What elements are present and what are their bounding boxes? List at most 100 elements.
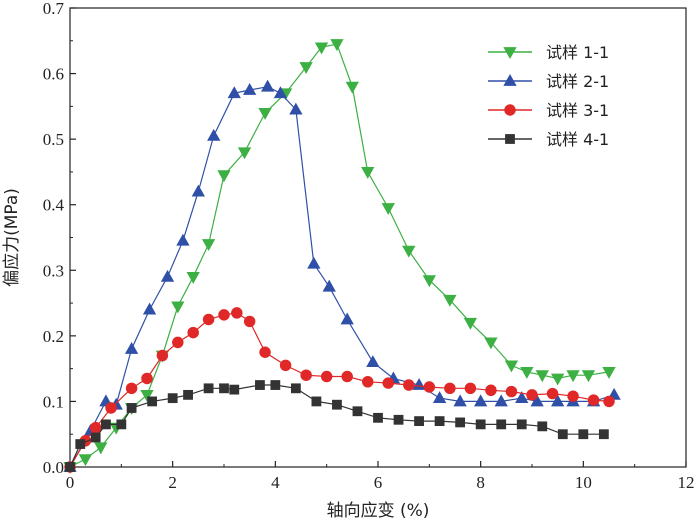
data-point bbox=[402, 245, 416, 258]
legend-item: 试样 1-1 bbox=[488, 43, 609, 62]
data-point bbox=[578, 429, 589, 440]
x-tick-label: 6 bbox=[374, 473, 383, 492]
data-point bbox=[237, 147, 252, 160]
x-tick-label: 4 bbox=[271, 473, 280, 492]
data-point bbox=[203, 383, 214, 394]
data-point bbox=[231, 307, 243, 319]
data-point bbox=[125, 382, 138, 395]
data-point bbox=[414, 416, 424, 426]
data-point bbox=[381, 203, 395, 215]
data-point bbox=[289, 102, 303, 115]
data-point bbox=[504, 360, 519, 373]
data-point bbox=[485, 384, 497, 397]
data-point bbox=[494, 394, 508, 407]
legend-item: 试样 3-1 bbox=[488, 101, 609, 120]
data-point bbox=[299, 62, 313, 75]
data-point bbox=[124, 341, 139, 354]
series-line bbox=[69, 312, 610, 468]
data-point bbox=[484, 337, 498, 350]
data-point bbox=[314, 42, 329, 55]
series-1 bbox=[63, 39, 616, 474]
data-point bbox=[361, 376, 374, 388]
data-point bbox=[602, 367, 616, 379]
data-point bbox=[403, 379, 415, 391]
data-point bbox=[227, 86, 241, 99]
x-tick-label: 8 bbox=[476, 473, 485, 492]
data-point bbox=[176, 233, 190, 246]
data-point bbox=[142, 302, 157, 315]
data-point bbox=[464, 382, 477, 395]
legend: 试样 1-1 试样 2-1 试样 3-1 试样 4-1 bbox=[488, 43, 609, 149]
y-tick-label: 0.0 bbox=[43, 458, 64, 477]
data-point bbox=[322, 279, 336, 292]
data-point bbox=[520, 367, 534, 379]
y-tick-label: 0.2 bbox=[43, 327, 64, 346]
data-point bbox=[603, 395, 615, 408]
data-point bbox=[393, 414, 404, 425]
data-point bbox=[259, 346, 271, 358]
data-point bbox=[311, 396, 322, 407]
data-point bbox=[475, 419, 486, 430]
data-point bbox=[422, 275, 436, 288]
data-point bbox=[258, 108, 272, 120]
x-tick-label: 12 bbox=[678, 473, 695, 492]
data-point bbox=[366, 355, 380, 367]
data-point bbox=[218, 309, 230, 321]
data-point bbox=[167, 393, 178, 404]
legend-marker bbox=[505, 134, 515, 144]
data-point bbox=[345, 81, 359, 94]
data-point bbox=[423, 381, 436, 393]
y-tick-label: 0.4 bbox=[43, 196, 65, 215]
data-point bbox=[141, 372, 153, 385]
data-point bbox=[434, 416, 445, 426]
data-point bbox=[330, 39, 344, 52]
data-point bbox=[320, 370, 333, 383]
legend-label: 试样 1-1 bbox=[546, 43, 609, 62]
series-layer bbox=[63, 39, 621, 474]
data-point bbox=[515, 391, 529, 404]
data-point bbox=[160, 269, 175, 282]
data-point bbox=[75, 439, 86, 449]
data-point bbox=[557, 429, 568, 440]
data-point bbox=[90, 432, 101, 443]
y-tick-label: 0.3 bbox=[43, 261, 64, 280]
data-point bbox=[307, 256, 321, 269]
data-point bbox=[191, 184, 205, 197]
series-line bbox=[69, 86, 615, 468]
data-point bbox=[566, 370, 580, 383]
data-point bbox=[187, 326, 199, 339]
legend-label: 试样 4-1 bbox=[546, 130, 609, 149]
data-point bbox=[147, 396, 158, 407]
data-point bbox=[361, 167, 375, 179]
x-tick-label: 10 bbox=[575, 473, 592, 492]
data-point bbox=[535, 370, 549, 383]
data-point bbox=[260, 79, 275, 92]
data-point bbox=[567, 390, 579, 402]
data-point bbox=[219, 383, 229, 394]
legend-item: 试样 2-1 bbox=[488, 72, 609, 91]
data-point bbox=[551, 373, 565, 386]
data-point bbox=[171, 301, 185, 314]
data-point bbox=[172, 336, 184, 349]
data-point bbox=[444, 382, 456, 395]
data-point bbox=[352, 406, 363, 417]
x-tick-label: 2 bbox=[168, 473, 177, 492]
axes: 0 2 4 6 8 10 12 0.0 0.1 0.2 0.3 0.4 0.5 0.6 0.7 bbox=[43, 0, 695, 492]
y-tick-label: 0.6 bbox=[43, 65, 64, 84]
data-point bbox=[105, 402, 117, 414]
series-4 bbox=[65, 380, 609, 472]
data-point bbox=[551, 394, 565, 407]
legend-marker bbox=[504, 104, 516, 116]
data-point bbox=[496, 419, 507, 430]
data-point bbox=[382, 377, 395, 389]
data-point bbox=[140, 389, 154, 402]
y-tick-label: 0.1 bbox=[43, 392, 64, 411]
data-point bbox=[341, 370, 353, 383]
data-point bbox=[412, 378, 426, 390]
data-point bbox=[243, 315, 256, 328]
data-point bbox=[217, 170, 231, 183]
series-2 bbox=[63, 79, 621, 472]
data-point bbox=[202, 313, 215, 326]
data-point bbox=[505, 385, 518, 398]
